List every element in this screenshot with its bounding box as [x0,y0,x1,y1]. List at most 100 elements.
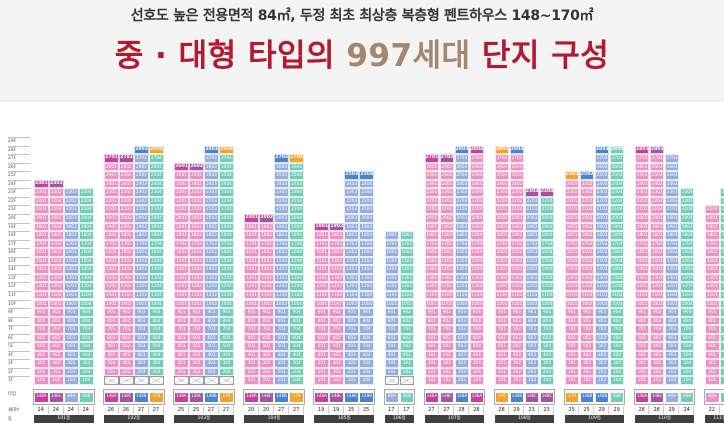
unit-cell: 1502 [49,256,64,266]
floor-label: 10F [8,299,30,307]
unit-cell: 204 [219,367,234,377]
unit-cell: 1204 [79,282,94,291]
unit-cell: 2404 [219,179,234,189]
unit-cell: 1201 [705,282,720,291]
unit-cell: 2503 [204,171,219,180]
unit-cell: 302 [189,359,204,368]
unit-cell: 1702 [720,239,724,249]
unit-cell: 1602 [119,248,134,257]
unit-cell: 101 [34,376,49,385]
unit-cell: 2404 [469,179,485,189]
unit-cell: 1601 [705,248,720,257]
unit-cell: 1703 [344,239,359,249]
unit-cell: 2101 [174,205,189,214]
unit-cell: 2404 [609,179,625,189]
unit-cell: 2304 [359,188,374,197]
unit-cell: 304 [79,359,94,368]
unit-cell: 102 [49,376,64,385]
unit-cell: 2504 [219,171,234,180]
unit-cell: 2304 [149,188,164,197]
unit-cell: 701 [705,325,720,334]
penthouse-unit: 2704 [289,154,304,163]
unit-cell: 1702 [259,239,274,249]
unit-cell: 2503 [664,171,680,180]
unit-cell: 1202 [189,282,204,291]
unit-cell: 202 [649,367,665,377]
unit-cell: 1903 [274,222,289,232]
unit-type-label: 148A [634,392,650,403]
unit-cell: 1204 [539,282,555,291]
unit-cell: 1204 [149,282,164,291]
floor-label: 9F [8,308,30,315]
unit-cell: 2101 [634,205,650,214]
unit-cell: 701 [564,325,580,334]
unit-cell: 101 [314,376,329,385]
unit-cell: 2303 [64,188,79,197]
unit-cell: 703 [454,325,470,334]
unit-cell: 803 [594,316,610,326]
unit-cell: 1703 [64,239,79,249]
penthouse-unit: 2001 [244,214,259,223]
unit-cell: 1803 [454,231,470,240]
unit-cell: 1001 [424,299,440,309]
unit-cell: 801 [244,316,259,326]
unit-cell: 2002 [189,214,204,223]
unit-cell: 1504 [469,256,485,266]
unit-cell: 2202 [649,196,665,206]
unit-cell: 303 [524,359,540,368]
unit-cell: 1103 [134,290,149,300]
unit-cell: 603 [204,333,219,343]
unit-cell: 2402 [509,179,525,189]
unit-cell: 1202 [399,282,415,291]
unit-cell: 2001 [34,214,49,223]
unit-cell: 701 [174,325,189,334]
unit-cell: 2201 [634,196,650,206]
unit-cell: 1703 [664,239,680,249]
unit-cell: 502 [579,342,595,351]
unit-cell: 503 [64,342,79,351]
unit-cell: 1604 [539,248,555,257]
unit-cell: 1003 [134,299,149,309]
unit-cell: 1101 [314,290,329,300]
unit-cell: 2404 [359,179,374,189]
unit-cell: 404 [469,350,485,360]
unit-cell: 902 [399,308,415,317]
unit-cell: 2203 [524,196,540,206]
unit-type-label: 148B [134,392,149,403]
unit-cell: 2001 [705,214,720,223]
unit-cell: 1401 [494,265,510,274]
unit-cell: 1504 [679,256,695,266]
unit-cell: 1601 [494,248,510,257]
unit-cell: 102 [649,376,665,385]
unit-cell: 401 [174,350,189,360]
unit-cell: 603 [454,333,470,343]
unit-cell: 1003 [594,299,610,309]
unit-cell: 1404 [79,265,94,274]
unit-cell: 1102 [649,290,665,300]
unit-cell: 602 [399,333,415,343]
unit-cell: 1901 [424,222,440,232]
unit-cell: 203 [274,367,289,377]
unit-type-label: 148B [359,392,374,403]
unit-cell: 203 [64,367,79,377]
unit-cell: 1101 [564,290,580,300]
unit-cell: 1403 [134,265,149,274]
unit-cell: 2602 [119,162,134,172]
floor-label: 24F [8,179,30,187]
headline-part2: 단지 구성 [470,38,610,74]
unit-cell: 401 [244,350,259,360]
penthouse-unit: 2304 [539,188,555,197]
unit-cell: 2103 [664,205,680,214]
unit-cell: 901 [314,308,329,317]
unit-cell: 2202 [720,196,724,206]
unit-cell: 1302 [119,273,134,283]
unit-cell: 1701 [634,239,650,249]
unit-cell: 1202 [439,282,455,291]
unit-cell: 302 [259,359,274,368]
unit-cell: 202 [329,367,344,377]
unit-cell: 704 [79,325,94,334]
unit-cell: 701 [244,325,259,334]
unit-cell: 402 [329,350,344,360]
unit-cell: 1202 [119,282,134,291]
unit-cell: 401 [34,350,49,360]
